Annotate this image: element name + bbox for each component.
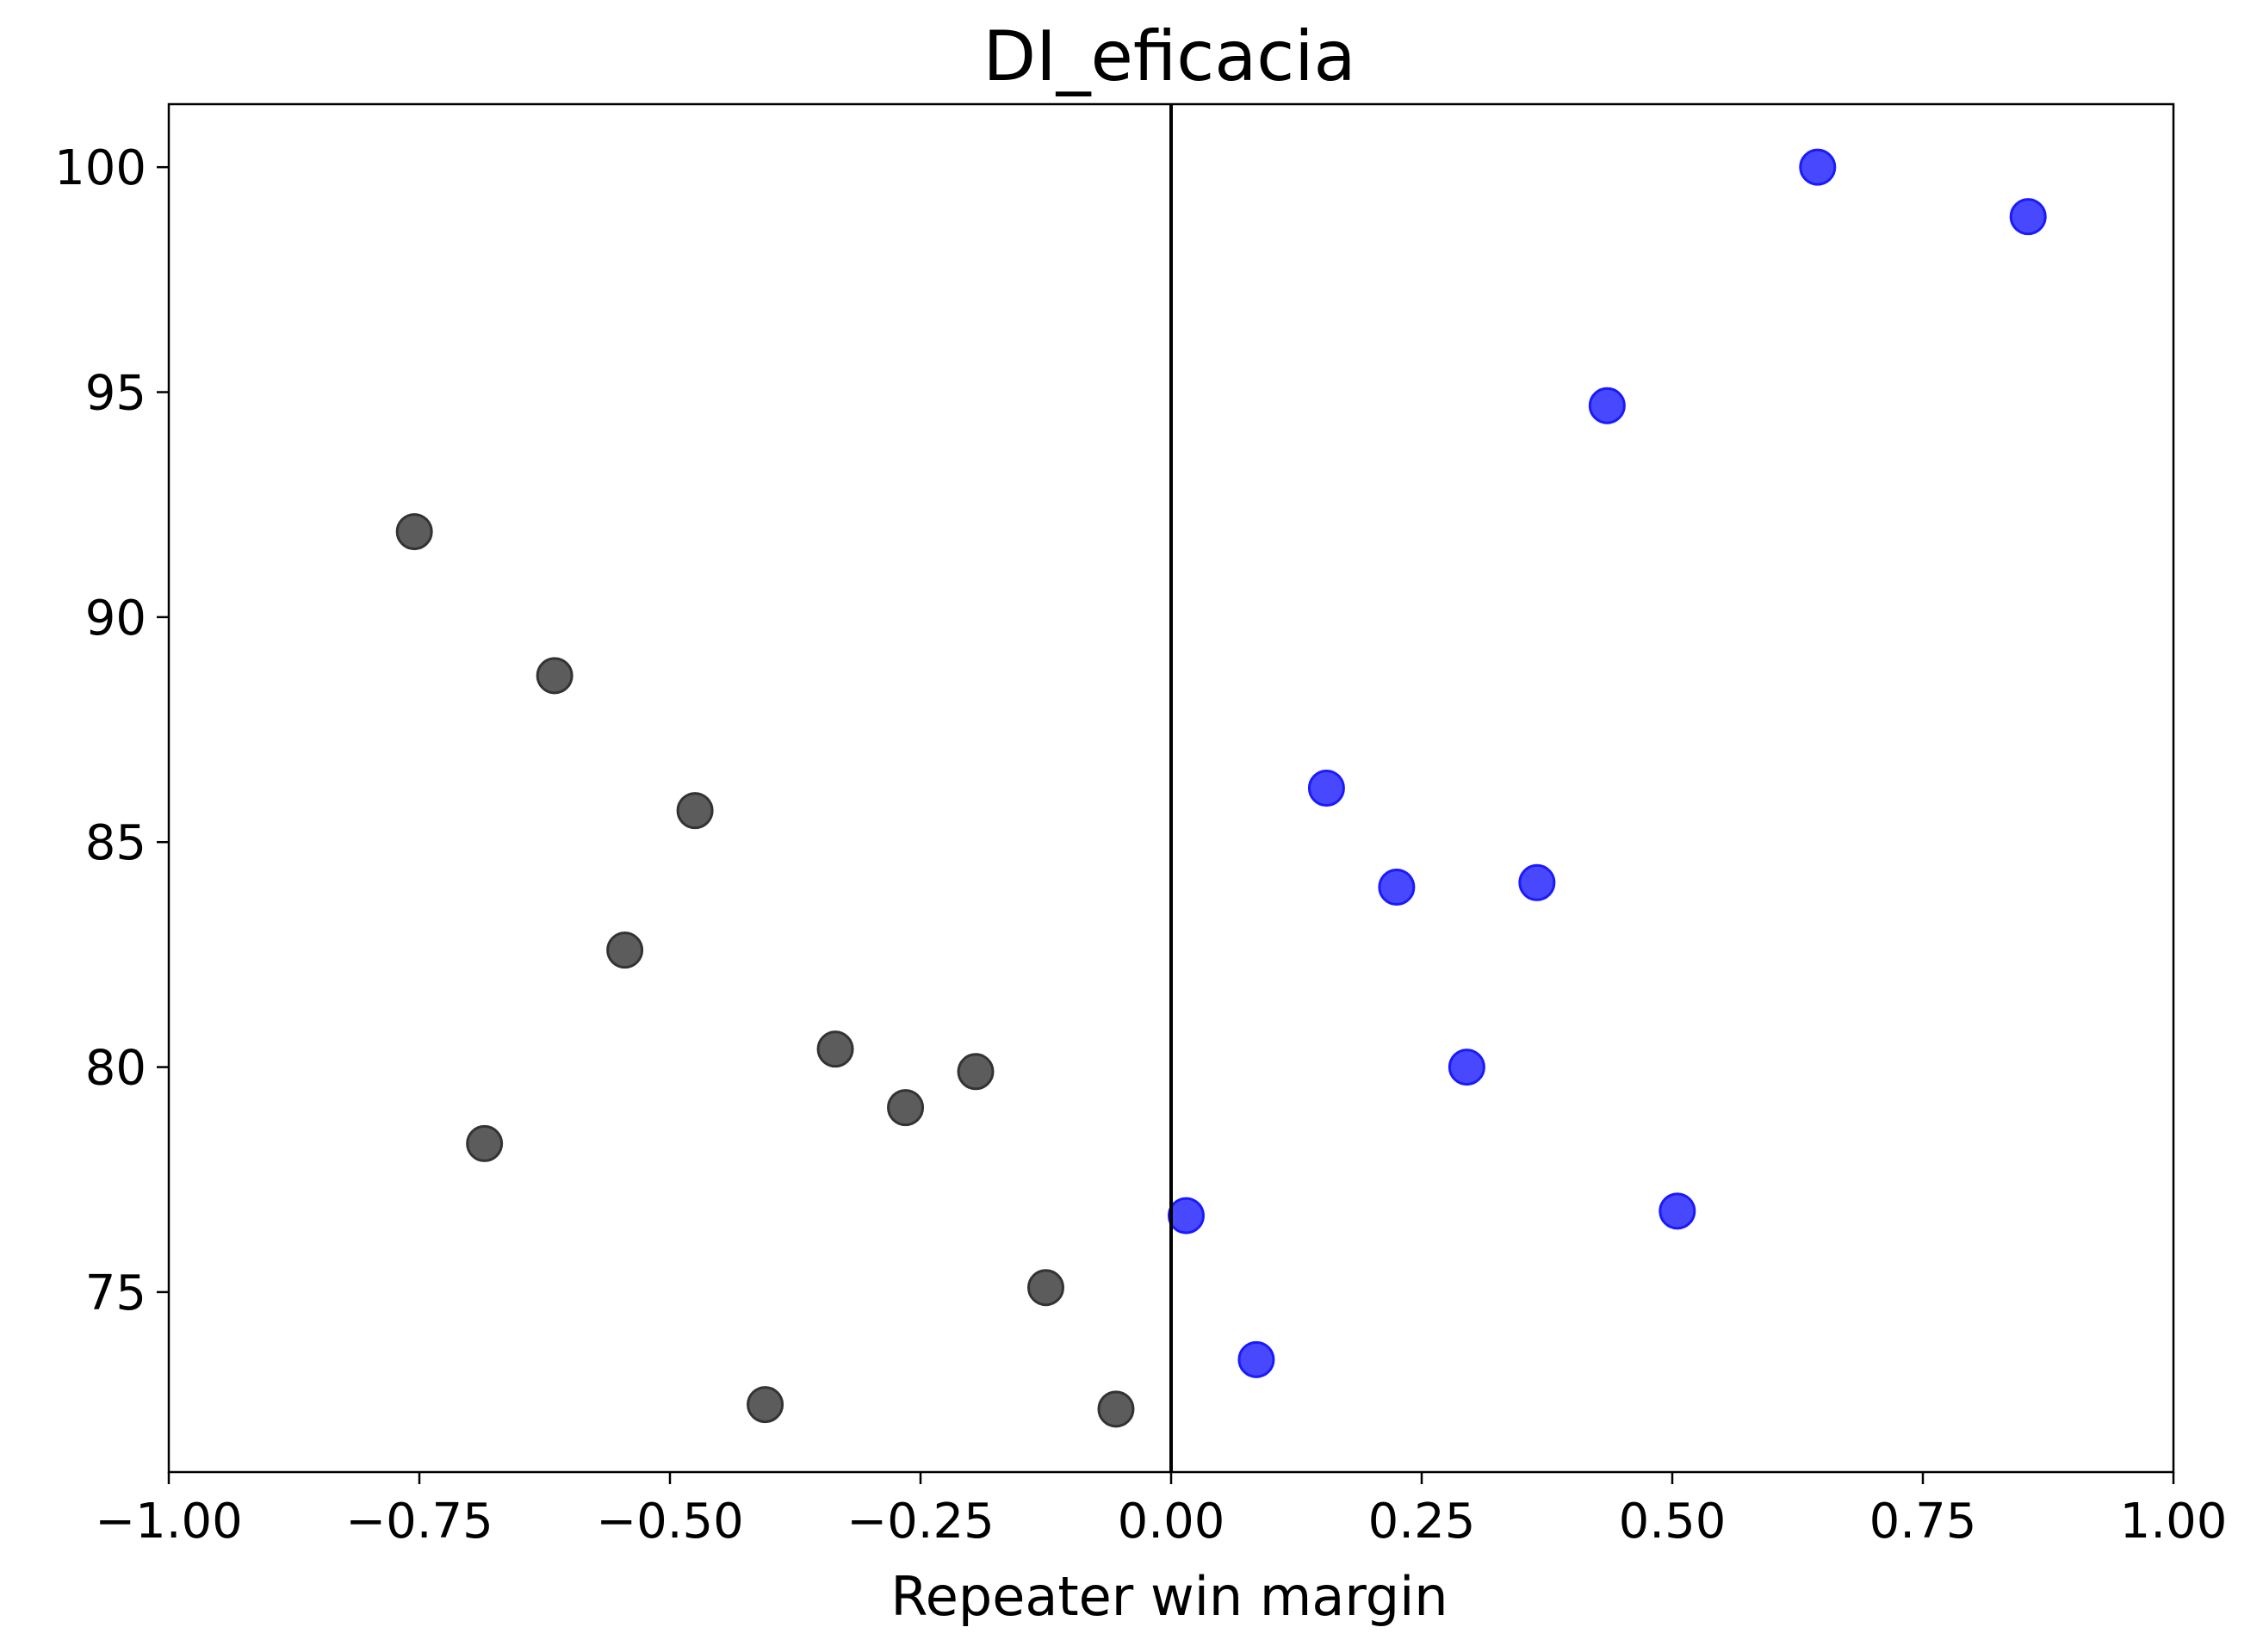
chart-marks (395, 148, 2047, 1428)
scatter-point (1307, 770, 1345, 807)
scatter-point (536, 657, 574, 695)
x-tick-label: −1.00 (95, 1494, 243, 1550)
y-tick-label: 85 (85, 815, 146, 871)
scatter-point (1799, 148, 1837, 186)
scatter-point (676, 792, 714, 830)
scatter-point (1097, 1390, 1135, 1428)
y-tick-label: 100 (54, 140, 146, 196)
x-axis-label: Repeater win margin (890, 1565, 1448, 1628)
scatter-point (957, 1053, 995, 1091)
scatter-point (1588, 387, 1626, 424)
x-tick-label: −0.75 (345, 1494, 493, 1550)
chart-axes: −1.00 −0.75 −0.50 −0.25 0.00 0.25 0.50 0.75 1.00… (54, 102, 2228, 1550)
chart-title: DI_eficacia (983, 16, 1355, 96)
x-tick-label: −0.50 (596, 1494, 744, 1550)
x-tick-label: 0.75 (1869, 1494, 1977, 1550)
scatter-point (747, 1386, 784, 1424)
scatter-point (606, 931, 644, 969)
scatter-point (395, 513, 433, 551)
x-tick-label: 1.00 (2120, 1494, 2228, 1550)
scatter-point (1237, 1340, 1275, 1378)
y-tick-label: 95 (85, 366, 146, 422)
scatter-point (1167, 1197, 1205, 1234)
x-tick-label: 0.00 (1118, 1494, 1225, 1550)
scatter-point (2009, 198, 2047, 236)
y-tick-label: 80 (85, 1041, 146, 1097)
scatter-point (1027, 1269, 1064, 1307)
x-tick-label: 0.25 (1368, 1494, 1476, 1550)
y-tick-label: 75 (85, 1265, 146, 1321)
scatter-point (1518, 863, 1556, 901)
x-tick-label: −0.25 (846, 1494, 995, 1550)
y-tick-label: 90 (85, 591, 146, 647)
scatter-point (816, 1030, 854, 1068)
scatter-point (1658, 1192, 1696, 1230)
scatter-point (1448, 1049, 1485, 1086)
x-tick-label: 0.50 (1619, 1494, 1727, 1550)
scatter-point (466, 1124, 504, 1162)
scatter-point (887, 1089, 925, 1127)
scatter-point (1378, 868, 1416, 906)
